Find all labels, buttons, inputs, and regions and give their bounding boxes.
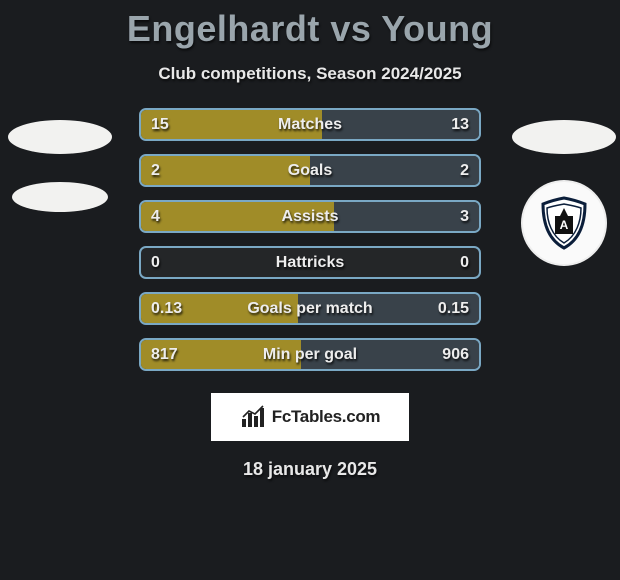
stat-row: 0 Hattricks 0	[139, 246, 481, 279]
stat-value-right: 906	[432, 346, 479, 364]
stat-row: 4 Assists 3	[139, 200, 481, 233]
fctables-label: FcTables.com	[272, 407, 381, 427]
player-left-badges	[0, 120, 120, 212]
stat-label: Matches	[278, 116, 342, 134]
stat-value-left: 2	[141, 162, 170, 180]
stat-row: 0.13 Goals per match 0.15	[139, 292, 481, 325]
fctables-logo-box: FcTables.com	[211, 393, 409, 441]
stat-row: 15 Matches 13	[139, 108, 481, 141]
stat-label: Hattricks	[276, 254, 344, 272]
stat-row: 2 Goals 2	[139, 154, 481, 187]
stat-value-right: 0	[450, 254, 479, 272]
stat-value-left: 817	[141, 346, 188, 364]
date-line: 18 january 2025	[0, 459, 620, 480]
player-right-ellipse	[512, 120, 616, 154]
stat-value-left: 15	[141, 116, 179, 134]
stat-label: Assists	[282, 208, 339, 226]
stat-value-left: 4	[141, 208, 170, 226]
player-right-badges: A	[504, 120, 620, 264]
stat-value-right: 13	[441, 116, 479, 134]
stat-value-right: 3	[450, 208, 479, 226]
stat-value-left: 0.13	[141, 300, 192, 318]
stat-label: Goals	[288, 162, 332, 180]
player-left-ellipse-2	[12, 182, 108, 212]
stat-label: Goals per match	[247, 300, 372, 318]
player-left-ellipse-1	[8, 120, 112, 154]
subtitle: Club competitions, Season 2024/2025	[0, 64, 620, 84]
stat-label: Min per goal	[263, 346, 357, 364]
stat-value-right: 0.15	[428, 300, 479, 318]
stat-value-right: 2	[450, 162, 479, 180]
stat-value-left: 0	[141, 254, 170, 272]
svg-text:A: A	[560, 218, 569, 232]
shield-icon: A	[535, 194, 593, 252]
page-title: Engelhardt vs Young	[0, 0, 620, 50]
club-badge-right: A	[523, 182, 605, 264]
stat-row: 817 Min per goal 906	[139, 338, 481, 371]
bars-icon	[240, 405, 266, 429]
